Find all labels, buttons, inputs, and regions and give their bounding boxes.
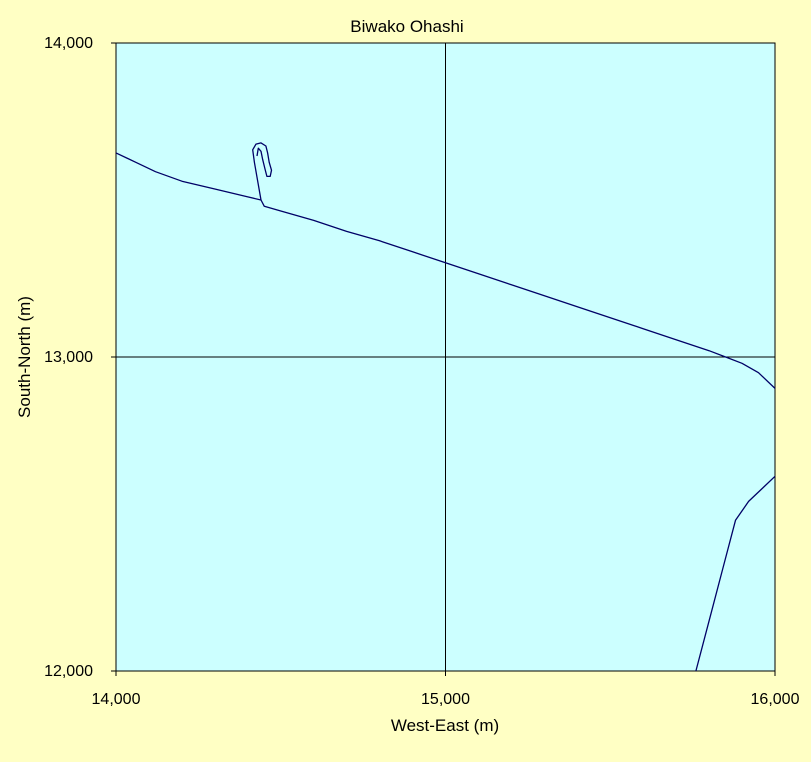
grid-lines	[116, 43, 775, 671]
y-axis-label: South-North (m)	[15, 296, 34, 418]
x-tick-label: 16,000	[751, 691, 800, 708]
series-line-1	[115, 152, 776, 389]
x-tick-label: 14,000	[92, 691, 141, 708]
series-line-3	[695, 475, 776, 672]
y-tick-label: 13,000	[44, 349, 93, 366]
tick-labels: 14,000 15,000 16,000 12,000 13,000 14,000	[44, 35, 800, 708]
series-layer	[115, 142, 776, 672]
chart-title: Biwako Ohashi	[350, 17, 463, 36]
x-tick-label: 15,000	[421, 691, 470, 708]
y-tick-label: 14,000	[44, 35, 93, 52]
x-axis-label: West-East (m)	[391, 716, 499, 735]
series-line-2	[252, 142, 273, 201]
y-tick-label: 12,000	[44, 663, 93, 680]
